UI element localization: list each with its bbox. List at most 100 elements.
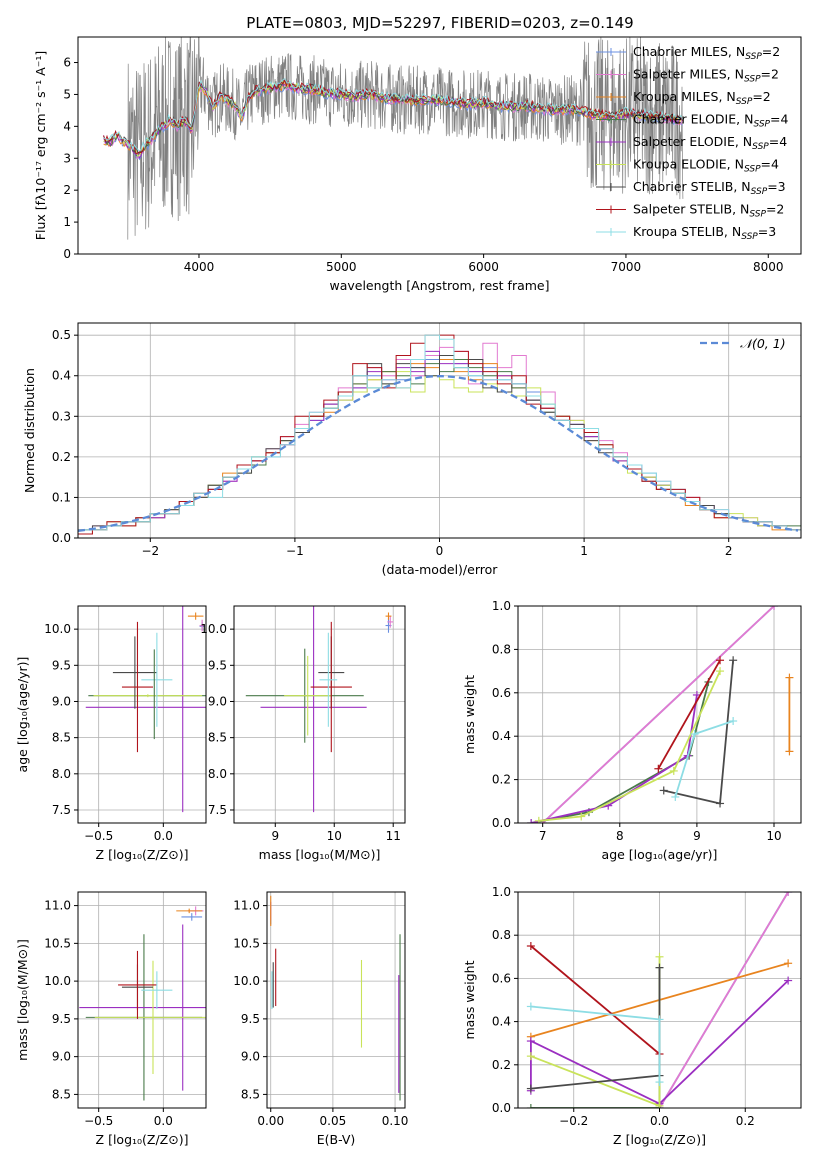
age_vs_mass-frame bbox=[233, 605, 406, 824]
x-tick-label: −0.2 bbox=[559, 1114, 588, 1128]
errorbar-point bbox=[79, 924, 206, 1091]
y-tick-label: 8.0 bbox=[52, 767, 71, 781]
y-tick-label: 10.0 bbox=[233, 974, 260, 988]
x-tick-label: 0.0 bbox=[650, 1114, 669, 1128]
y-tick-label: 4 bbox=[63, 119, 71, 133]
y-tick-label: 0.6 bbox=[492, 686, 511, 700]
x-tick-label: 0.0 bbox=[154, 1114, 173, 1128]
y-tick-label: 0.4 bbox=[492, 1015, 511, 1029]
x-axis-label: Z [log₁₀(Z/Z⊙)] bbox=[613, 1132, 706, 1147]
x-tick-label: −1 bbox=[286, 544, 304, 558]
x-tick-label: 0.05 bbox=[320, 1114, 347, 1128]
weight_vs_age-frame bbox=[517, 605, 802, 824]
errorbar-point bbox=[121, 621, 153, 753]
x-tick-label: 7000 bbox=[611, 260, 642, 274]
weight-series bbox=[785, 673, 794, 756]
errorbar-point bbox=[260, 606, 367, 813]
y-tick-label: 0.2 bbox=[492, 1058, 511, 1072]
y-tick-label: 1.0 bbox=[492, 885, 511, 899]
x-tick-label: −0.5 bbox=[84, 829, 113, 843]
y-tick-label: 9.0 bbox=[52, 1050, 71, 1064]
weight_vs_Z-frame bbox=[517, 891, 802, 1109]
x-tick-label: 0 bbox=[436, 544, 444, 558]
x-axis-label: Z [log₁₀(Z/Z⊙)] bbox=[96, 847, 189, 862]
weight-line bbox=[657, 659, 721, 770]
spectrum-legend: Chabrier MILES, NSSP=2 Salpeter MILES, NS… bbox=[596, 44, 788, 242]
residuals-plot bbox=[78, 334, 801, 538]
y-tick-label: 7.5 bbox=[208, 803, 227, 817]
legend-entry: Kroupa STELIB, NSSP=3 bbox=[633, 224, 776, 242]
legend-entry: Salpeter ELODIE, NSSP=4 bbox=[633, 134, 787, 152]
x-axis-label: (data-model)/error bbox=[382, 562, 499, 577]
y-tick-label: 0.3 bbox=[52, 409, 71, 423]
mass_vs_ebv-frame bbox=[266, 891, 406, 1109]
x-tick-label: 11 bbox=[386, 829, 401, 843]
errorbar-point bbox=[85, 606, 206, 813]
y-tick-label: 8.0 bbox=[208, 767, 227, 781]
y-tick-label: 10.0 bbox=[200, 622, 227, 636]
y-tick-label: 0.2 bbox=[492, 773, 511, 787]
x-tick-label: 0.10 bbox=[382, 1114, 409, 1128]
errorbar-point bbox=[387, 616, 394, 628]
y-tick-label: 0.0 bbox=[492, 1101, 511, 1115]
x-tick-label: 5000 bbox=[326, 260, 357, 274]
spectrum-axes: 4000 5000 6000 7000 8000 0 1 2 3 4 5 6 wavelength [A… bbox=[33, 51, 784, 293]
legend-entry: Chabrier MILES, NSSP=2 bbox=[633, 44, 780, 62]
y-tick-label: 9.0 bbox=[241, 1050, 260, 1064]
x-tick-label: 1 bbox=[580, 544, 588, 558]
mass_vs_Z-plot bbox=[79, 906, 206, 1101]
x-tick-label: 9 bbox=[271, 829, 279, 843]
y-axis-label: mass weight bbox=[462, 675, 477, 754]
y-tick-label: 0.6 bbox=[492, 971, 511, 985]
spectrum-frame bbox=[77, 36, 802, 255]
y-axis-label: mass weight bbox=[462, 960, 477, 1039]
y-tick-label: 9.5 bbox=[241, 1012, 260, 1026]
y-tick-label: 0.2 bbox=[52, 450, 71, 464]
x-axis-label: Z [log₁₀(Z/Z⊙)] bbox=[96, 1132, 189, 1147]
y-tick-label: 9.5 bbox=[208, 658, 227, 672]
mass_vs_Z-frame bbox=[77, 891, 207, 1109]
legend-entry: Chabrier ELODIE, NSSP=4 bbox=[633, 112, 788, 130]
x-tick-label: 7 bbox=[539, 829, 547, 843]
y-tick-label: 8.5 bbox=[208, 731, 227, 745]
legend-entry: Salpeter MILES, NSSP=2 bbox=[633, 67, 779, 85]
y-tick-label: 0.4 bbox=[52, 369, 71, 383]
weight_vs_age-plot bbox=[527, 606, 794, 823]
x-tick-label: −2 bbox=[141, 544, 159, 558]
y-tick-label: 0.0 bbox=[492, 816, 511, 830]
errorbar-point bbox=[187, 612, 204, 620]
x-axis-label: E(B-V) bbox=[317, 1132, 356, 1147]
errorbar-point bbox=[284, 655, 332, 736]
weight-line bbox=[538, 670, 721, 822]
y-axis-label: age [log₁₀(age/yr)] bbox=[15, 657, 30, 773]
histogram-step-line bbox=[78, 334, 801, 538]
weight-line bbox=[530, 694, 698, 823]
spectrum-plot bbox=[103, 37, 684, 240]
weight-series bbox=[534, 667, 725, 823]
y-tick-label: 11.0 bbox=[44, 899, 71, 913]
x-tick-label: 2 bbox=[725, 544, 733, 558]
mass_vs_Z-axes: −0.5 0.0 8.5 9.0 9.5 10.0 10.5 11.0 Z [log₁₀(Z/Z… bbox=[15, 892, 206, 1147]
y-tick-label: 1.0 bbox=[492, 599, 511, 613]
x-tick-label: 4000 bbox=[184, 260, 215, 274]
x-tick-label: 10 bbox=[327, 829, 342, 843]
y-axis-label: Flux [fλ10⁻¹⁷ erg cm⁻² s⁻¹ A⁻¹] bbox=[33, 51, 48, 240]
y-tick-label: 0.8 bbox=[492, 928, 511, 942]
y-tick-label: 7.5 bbox=[52, 803, 71, 817]
y-tick-label: 11.0 bbox=[233, 899, 260, 913]
y-tick-label: 1 bbox=[63, 215, 71, 229]
y-axis-label: mass [log₁₀(M/M⊙)] bbox=[15, 939, 30, 1061]
mass_vs_ebv-plot bbox=[270, 895, 401, 1101]
weight-line bbox=[530, 945, 661, 1055]
model-fit-line bbox=[103, 82, 683, 156]
x-tick-label: −0.5 bbox=[84, 1114, 113, 1128]
y-tick-label: 9.0 bbox=[208, 694, 227, 708]
weight-series bbox=[671, 717, 738, 801]
y-tick-label: 2 bbox=[63, 183, 71, 197]
x-tick-label: 0.2 bbox=[736, 1114, 755, 1128]
weight-series bbox=[654, 656, 725, 773]
errorbar-point bbox=[141, 632, 173, 727]
weight-line bbox=[530, 979, 789, 1105]
y-tick-label: 9.5 bbox=[52, 1012, 71, 1026]
weight-series bbox=[659, 656, 738, 808]
